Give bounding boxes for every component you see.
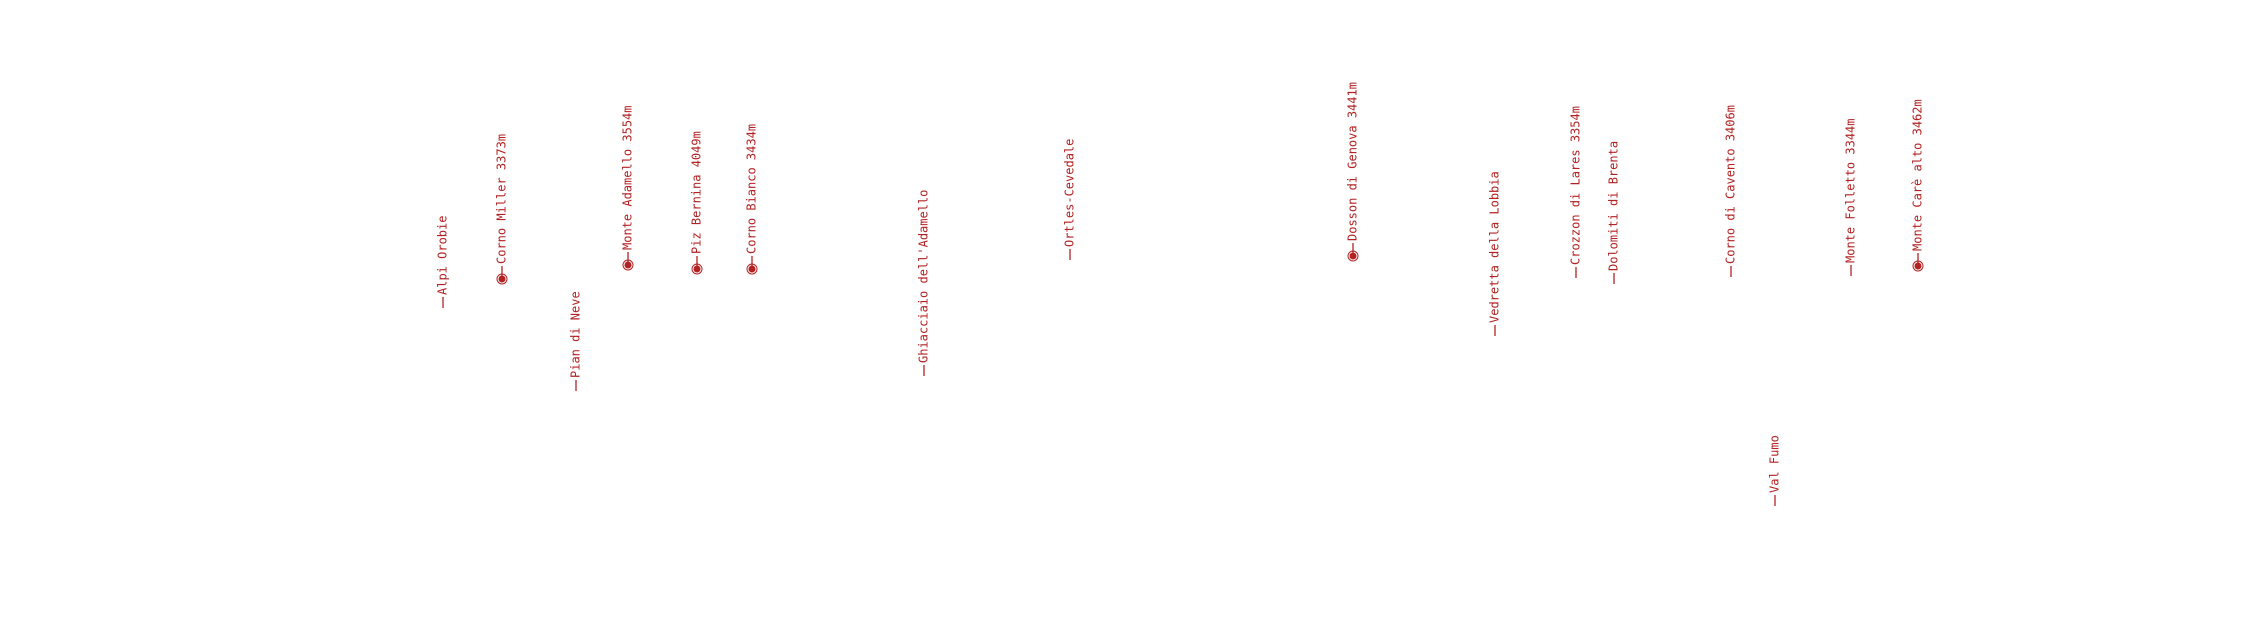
peak-label[interactable]: Corno di Cavento 3406m <box>1724 105 1738 277</box>
peak-label[interactable]: Ortles-Cevedale <box>1063 139 1077 260</box>
peak-label[interactable]: Pian di Neve <box>569 291 583 391</box>
peak-label[interactable]: Vedretta della Lobbia <box>1488 171 1502 336</box>
peak-label[interactable]: Corno Bianco 3434m <box>745 124 759 275</box>
peak-label[interactable]: Dosson di Genova 3441m <box>1346 82 1360 262</box>
peak-name[interactable]: Piz Bernina 4049m <box>690 131 704 254</box>
peak-label[interactable]: Val Fumo <box>1768 435 1782 506</box>
peak-name[interactable]: Corno di Cavento 3406m <box>1724 105 1738 264</box>
peak-name[interactable]: Corno Bianco 3434m <box>745 124 759 254</box>
peak-label[interactable]: Monte Adamello 3554m <box>621 106 635 271</box>
peak-name[interactable]: Dolomiti di Brenta <box>1607 141 1621 271</box>
peak-label[interactable]: Corno Miller 3373m <box>495 134 509 285</box>
peak-label[interactable]: Ghiacciaio dell'Adamello <box>917 190 931 376</box>
peak-name[interactable]: Monte Adamello 3554m <box>621 106 635 251</box>
peak-label[interactable]: Piz Bernina 4049m <box>690 131 704 275</box>
peak-name[interactable]: Crozzon di Lares 3354m <box>1569 106 1583 265</box>
peak-name[interactable]: Monte Folletto 3344m <box>1844 119 1858 264</box>
peak-name[interactable]: Val Fumo <box>1768 435 1782 493</box>
peak-name[interactable]: Dosson di Genova 3441m <box>1346 82 1360 241</box>
peak-name[interactable]: Alpi Orobie <box>436 216 450 295</box>
peak-name[interactable]: Pian di Neve <box>569 291 583 378</box>
peak-label[interactable]: Monte Folletto 3344m <box>1844 119 1858 277</box>
peak-label[interactable]: Crozzon di Lares 3354m <box>1569 106 1583 278</box>
peak-name[interactable]: Corno Miller 3373m <box>495 134 509 264</box>
peak-label[interactable]: Monte Carè alto 3462m <box>1911 99 1925 272</box>
peak-name[interactable]: Ghiacciaio dell'Adamello <box>917 190 931 363</box>
peak-name[interactable]: Vedretta della Lobbia <box>1488 171 1502 323</box>
peak-label[interactable]: Dolomiti di Brenta <box>1607 141 1621 284</box>
peak-label[interactable]: Alpi Orobie <box>436 216 450 308</box>
peak-name[interactable]: Ortles-Cevedale <box>1063 139 1077 247</box>
peak-name[interactable]: Monte Carè alto 3462m <box>1911 99 1925 251</box>
